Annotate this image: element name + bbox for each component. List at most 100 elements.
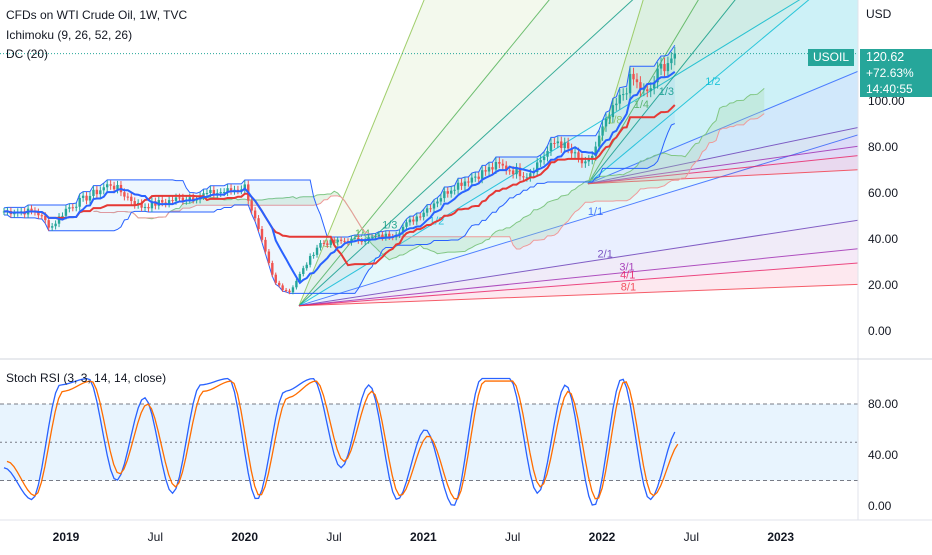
candle-body (253, 210, 257, 219)
candle-body (501, 163, 504, 166)
candle-body (381, 234, 384, 238)
candle-body (78, 197, 81, 207)
time-tick-label: 2020 (231, 530, 258, 544)
candle-body (257, 218, 260, 230)
candle-body (591, 155, 594, 160)
candle-body (546, 151, 549, 157)
gann-fan-line (587, 145, 858, 185)
stoch-tick-label: 0.00 (868, 499, 892, 513)
candle-body (264, 239, 267, 252)
gann-fan-zone (588, 0, 858, 184)
candle-body (374, 236, 377, 238)
candle-body (260, 229, 264, 240)
candle-body (44, 215, 47, 221)
gann-fan-label: 1/2 (705, 76, 720, 88)
candle-body (240, 189, 243, 191)
stoch-rsi-pane (0, 377, 858, 506)
gann-fan-line (298, 0, 634, 307)
currency-label: USD (866, 7, 892, 21)
candle-body (505, 165, 508, 171)
candle-body (573, 152, 577, 154)
time-tick-label: 2023 (767, 530, 794, 544)
price-tick-label: 40.00 (868, 232, 898, 246)
donchian-upper (3, 44, 676, 238)
gann-fan-line (587, 169, 858, 185)
ichimoku-legend[interactable]: Ichimoku (9, 26, 52, 26) (6, 28, 133, 42)
candle-body (570, 148, 573, 154)
candle-body (522, 176, 525, 178)
candle-body (436, 201, 439, 204)
candle-body (422, 212, 425, 217)
time-tick-label: 2019 (53, 530, 80, 544)
candle-body (646, 89, 649, 92)
candle-body (133, 201, 136, 206)
candle-body (611, 105, 615, 118)
dc-legend[interactable]: DC (20) (6, 47, 49, 61)
stoch-tick-label: 80.00 (868, 397, 898, 411)
candle-body (13, 213, 16, 215)
candle-body (377, 234, 381, 237)
candle-body (178, 197, 181, 199)
symbol-badge: USOIL (808, 49, 854, 66)
candle-body (99, 190, 102, 195)
candle-body (267, 251, 271, 263)
candle-body (628, 73, 632, 94)
candle-body (432, 203, 436, 209)
time-tick-label: Jul (505, 530, 520, 544)
candle-body (370, 236, 374, 238)
candle-body (312, 254, 315, 257)
candle-body (333, 239, 336, 243)
candle-body (188, 197, 191, 200)
candle-body (419, 216, 422, 218)
candle-body (157, 200, 160, 206)
kijun-sen (3, 104, 676, 267)
candle-body (649, 88, 652, 92)
candle-body (278, 282, 281, 286)
candle-body (450, 190, 453, 194)
candle-body (412, 219, 415, 222)
gann-fan-label: 4/1 (620, 269, 635, 281)
donchian-lower (4, 123, 675, 294)
candle-body (205, 193, 209, 195)
candle-body (109, 184, 112, 186)
candle-body (408, 219, 412, 223)
candle-body (508, 170, 511, 172)
candle-body (147, 206, 150, 209)
candle-body (443, 191, 446, 199)
candle-body (167, 200, 171, 204)
candle-body (202, 193, 205, 197)
candle-body (566, 142, 570, 149)
candle-body (315, 247, 319, 255)
stoch-legend[interactable]: Stoch RSI (3, 3, 14, 14, close) (6, 371, 167, 385)
candle-body (384, 233, 388, 238)
candle-body (102, 187, 105, 191)
candle-body (453, 189, 456, 191)
candle-body (343, 240, 346, 242)
candle-body (302, 268, 305, 275)
price-tick-label: 20.00 (868, 278, 898, 292)
candle-body (670, 58, 673, 64)
candle-body (577, 152, 580, 158)
gann-fan-line (298, 262, 858, 307)
gann-fan-label: 2/1 (598, 248, 613, 260)
candle-body (288, 290, 291, 293)
candle-body (326, 243, 329, 245)
candle-body (549, 143, 553, 152)
candle-body (95, 189, 99, 195)
candle-body (474, 176, 477, 178)
candle-body (68, 207, 71, 209)
candle-body (350, 238, 353, 243)
candle-body (236, 189, 240, 191)
candle-body (291, 287, 295, 293)
candle-body (233, 189, 236, 191)
candle-body (226, 188, 229, 193)
candle-body (222, 192, 226, 194)
candle-body (140, 202, 143, 208)
candle-body (364, 240, 367, 242)
candle-body (106, 184, 109, 188)
candle-body (415, 216, 418, 222)
candle-body (553, 143, 556, 145)
candle-body (85, 195, 88, 201)
